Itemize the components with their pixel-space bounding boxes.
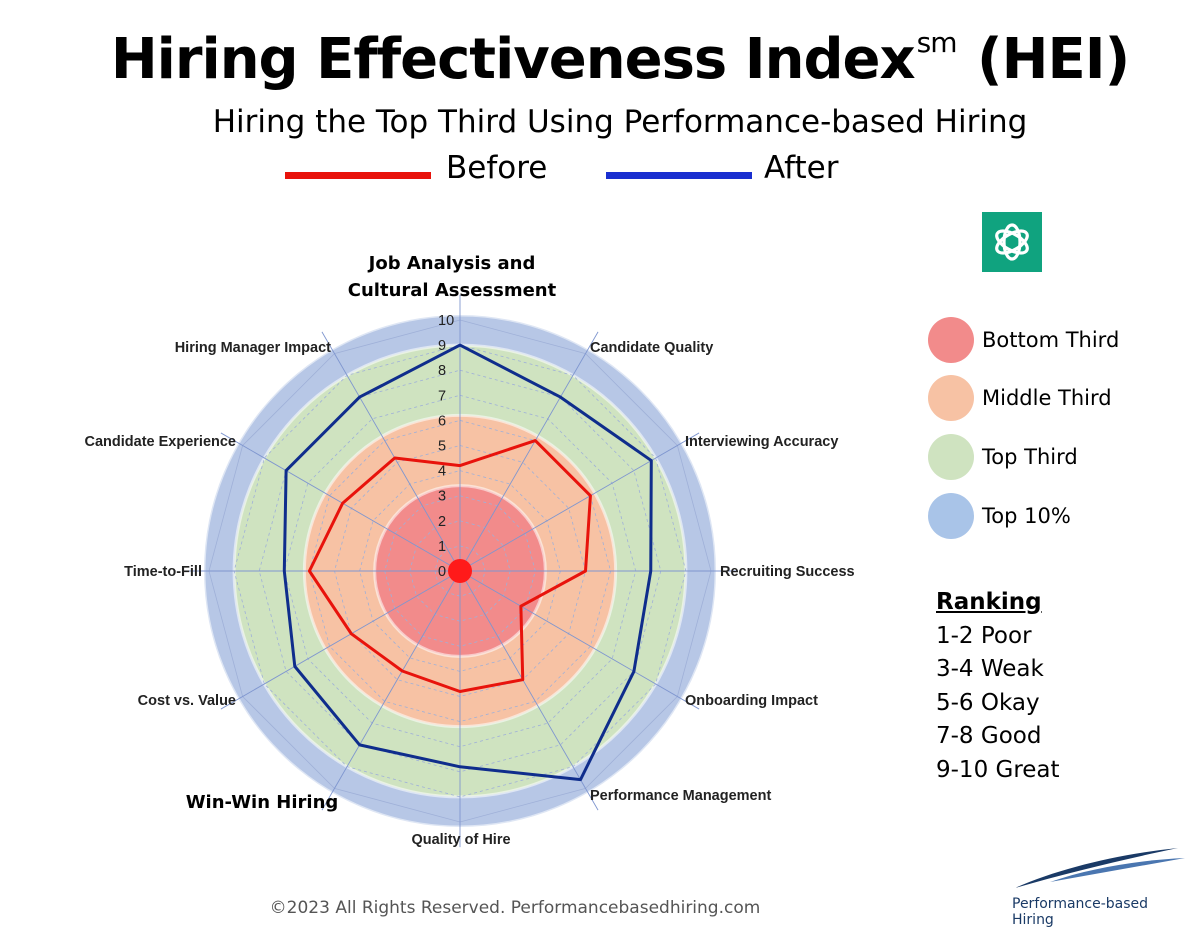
tick-label: 3 <box>438 489 446 505</box>
axis-label: Onboarding Impact <box>685 693 818 709</box>
ranking-item: 1-2 Poor <box>936 622 1032 649</box>
tick-label: 8 <box>438 363 446 379</box>
axis-label: Recruiting Success <box>720 564 855 580</box>
ranking-item: 9-10 Great <box>936 756 1060 783</box>
title-main: Hiring Effectiveness Index <box>110 27 916 92</box>
tick-label: 9 <box>438 338 446 354</box>
brand-name: Performance-based Hiring <box>1012 896 1149 928</box>
ranking-heading: Ranking <box>936 589 1042 615</box>
tick-label: 5 <box>438 439 446 455</box>
title-suffix: (HEI) <box>977 27 1130 92</box>
axis-label-job-analysis: Cultural Assessment <box>348 280 557 301</box>
axis-spoke <box>220 432 461 572</box>
axis-spoke <box>459 570 700 710</box>
tick-label: 4 <box>438 464 446 480</box>
brand-swoosh-icon <box>1015 848 1185 888</box>
legend-before-line <box>285 172 431 179</box>
legend-after-line <box>606 172 752 179</box>
title-superscript: sm <box>916 26 958 59</box>
axis-spoke <box>459 331 599 572</box>
axis-spoke <box>321 331 461 572</box>
band-label: Bottom Third <box>982 328 1120 352</box>
axis-label: Hiring Manager Impact <box>175 340 331 356</box>
tick-label: 6 <box>438 413 446 429</box>
band-dot <box>928 434 974 480</box>
axis-spoke <box>459 570 599 811</box>
copyright-footer: ©2023 All Rights Reserved. Performanceba… <box>269 898 761 918</box>
openai-logo-icon <box>982 212 1042 272</box>
legend-before-label: Before <box>446 150 548 186</box>
legend-after-label: After <box>764 150 839 186</box>
axis-label-win-win-hiring: Win-Win Hiring <box>186 792 339 813</box>
band-label: Top 10% <box>982 504 1071 528</box>
tick-label: 1 <box>438 539 446 555</box>
axis-label: Time-to-Fill <box>124 564 202 580</box>
band-legend-top-third: Top Third <box>928 433 1078 481</box>
axis-spoke <box>459 432 700 572</box>
axis-label: Candidate Quality <box>590 340 713 356</box>
band-legend-top-10: Top 10% <box>928 492 1071 540</box>
ranking-item: 3-4 Weak <box>936 656 1044 682</box>
band-dot <box>928 493 974 539</box>
tick-label: 10 <box>438 313 454 329</box>
axis-spoke <box>321 570 461 811</box>
ranking-box: Ranking 1-2 Poor 3-4 Weak 5-6 Okay 7-8 G… <box>936 586 1060 787</box>
band-label: Middle Third <box>982 386 1112 410</box>
series-before-line <box>307 439 592 693</box>
band-label: Top Third <box>982 445 1078 469</box>
axis-label: Quality of Hire <box>411 832 510 848</box>
axis-label: Cost vs. Value <box>138 693 236 709</box>
tick-label: 2 <box>438 514 446 530</box>
ranking-item: 7-8 Good <box>936 723 1042 749</box>
axis-label-job-analysis: Job Analysis and <box>367 253 536 274</box>
band-dot <box>928 317 974 363</box>
band-legend-middle-third: Middle Third <box>928 374 1112 422</box>
series-after-line <box>282 343 653 782</box>
ranking-item: 5-6 Okay <box>936 689 1040 716</box>
tick-label: 7 <box>438 388 446 404</box>
radar-chart: 0 1 2 3 4 5 6 7 8 9 10 Job Analysis and Cultural As… <box>85 253 855 848</box>
band-legend-bottom-third: Bottom Third <box>928 316 1119 364</box>
axis-label: Interviewing Accuracy <box>685 434 838 450</box>
tick-label: 0 <box>438 564 446 580</box>
band-dot <box>928 375 974 421</box>
axis-label: Performance Management <box>590 788 771 804</box>
page-title: Hiring Effectiveness Indexsm (HEI) <box>0 26 1200 92</box>
page-subtitle: Hiring the Top Third Using Performance-b… <box>212 104 1028 140</box>
axis-label: Candidate Experience <box>85 434 237 450</box>
chart-center-dot <box>448 559 472 583</box>
axis-spoke <box>220 570 461 710</box>
